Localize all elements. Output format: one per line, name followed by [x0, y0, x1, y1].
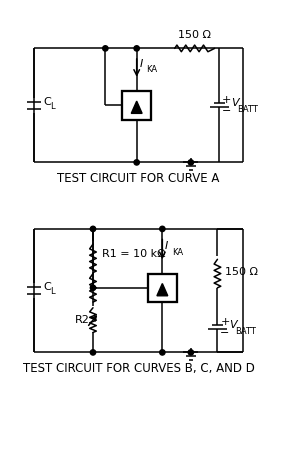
Circle shape [103, 46, 108, 51]
Polygon shape [131, 101, 142, 114]
Text: BATT: BATT [236, 326, 256, 336]
Text: KA: KA [146, 65, 157, 74]
Text: I: I [140, 59, 143, 69]
Text: −: − [220, 328, 230, 338]
Circle shape [90, 285, 96, 291]
Text: V: V [229, 321, 236, 331]
Circle shape [134, 160, 139, 165]
Text: 150 Ω: 150 Ω [178, 30, 211, 40]
Text: +: + [220, 316, 230, 326]
FancyBboxPatch shape [122, 91, 151, 120]
Text: BATT: BATT [237, 105, 258, 114]
Text: C: C [43, 97, 51, 107]
Circle shape [160, 226, 165, 232]
Text: TEST CIRCUIT FOR CURVE A: TEST CIRCUIT FOR CURVE A [57, 172, 220, 185]
FancyBboxPatch shape [148, 274, 177, 302]
Circle shape [90, 350, 96, 355]
Text: 150 Ω: 150 Ω [225, 266, 258, 276]
Text: −: − [222, 106, 232, 116]
Text: L: L [50, 287, 55, 296]
Text: TEST CIRCUIT FOR CURVES B, C, AND D: TEST CIRCUIT FOR CURVES B, C, AND D [23, 362, 255, 375]
Polygon shape [157, 284, 168, 296]
Circle shape [90, 226, 96, 232]
Text: KA: KA [172, 248, 183, 257]
Circle shape [160, 350, 165, 355]
Text: R2: R2 [75, 315, 90, 325]
Circle shape [188, 350, 194, 355]
Text: V: V [231, 99, 238, 109]
Circle shape [188, 160, 194, 165]
Circle shape [134, 46, 139, 51]
Text: I: I [165, 242, 169, 252]
Text: L: L [50, 102, 55, 111]
Text: C: C [43, 282, 51, 292]
Text: R1 = 10 kΩ: R1 = 10 kΩ [102, 249, 166, 259]
Text: +: + [222, 95, 232, 105]
